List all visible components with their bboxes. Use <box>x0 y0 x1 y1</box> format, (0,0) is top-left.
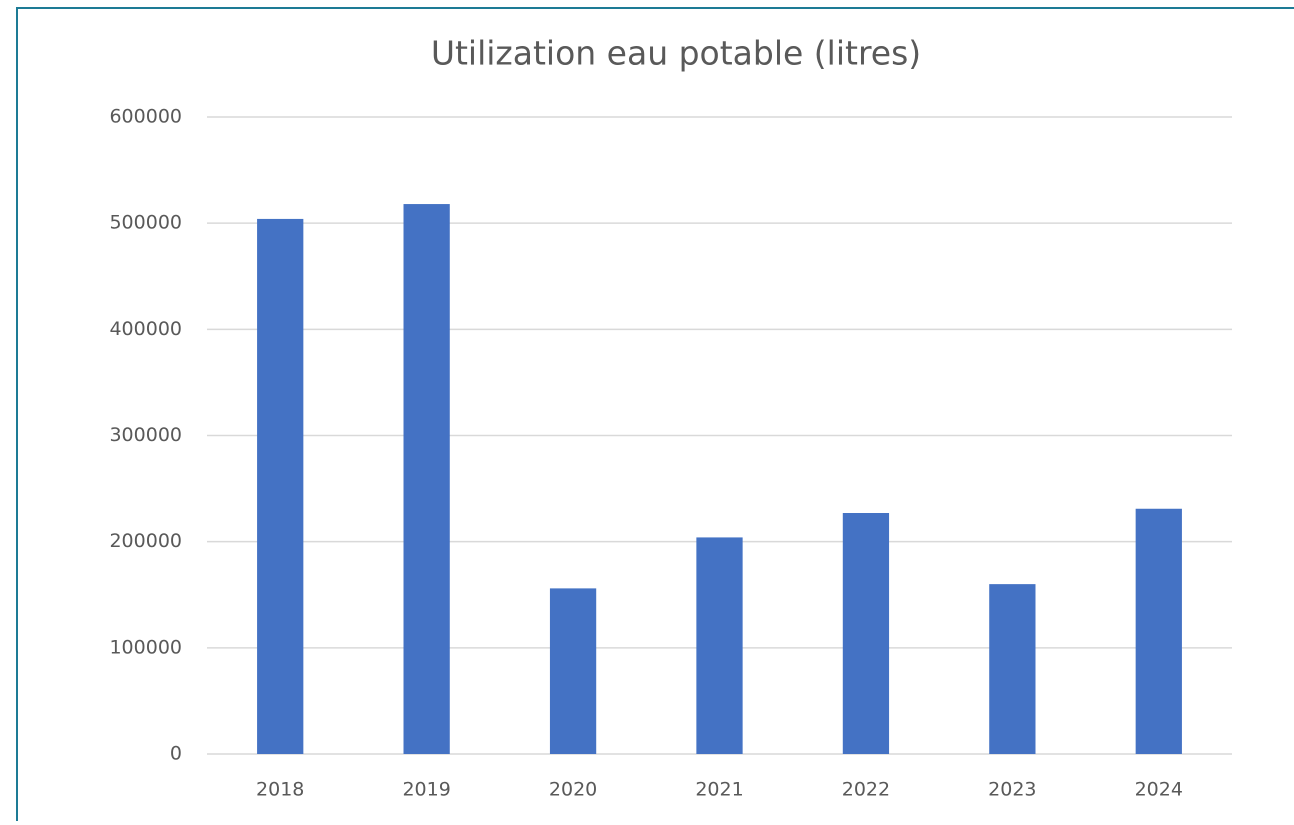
chart-title: Utilization eau potable (litres) <box>431 34 921 73</box>
x-tick-label: 2021 <box>695 779 743 801</box>
bar <box>696 537 743 754</box>
bar <box>842 513 890 754</box>
y-tick-label: 200000 <box>109 530 182 552</box>
y-tick-label: 400000 <box>109 318 182 340</box>
y-tick-label: 500000 <box>109 212 182 234</box>
x-tick-label: 2023 <box>988 779 1036 801</box>
bar <box>257 218 304 755</box>
bar <box>989 584 1036 754</box>
bar <box>1135 508 1182 754</box>
y-tick-label: 100000 <box>109 636 182 658</box>
bar <box>549 588 597 754</box>
x-tick-label: 2018 <box>256 779 304 801</box>
y-tick-label: 0 <box>170 743 182 765</box>
y-tick-label: 600000 <box>109 106 182 128</box>
frame <box>16 7 1294 821</box>
x-tick-label: 2022 <box>842 779 890 801</box>
x-tick-label: 2019 <box>402 779 450 801</box>
x-tick-label: 2024 <box>1135 779 1183 801</box>
x-tick-label: 2020 <box>549 779 597 801</box>
bar <box>403 204 450 755</box>
y-tick-label: 300000 <box>109 424 182 446</box>
